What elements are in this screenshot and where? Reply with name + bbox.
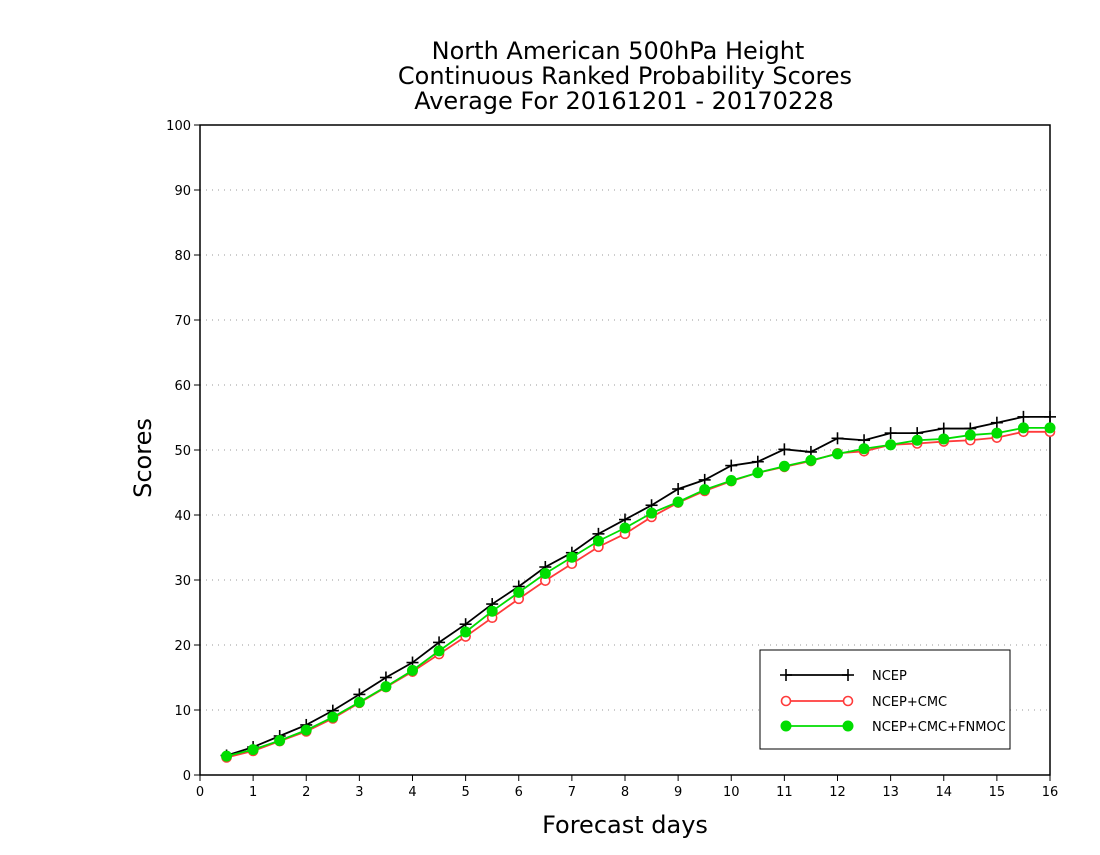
chart-title-line-3: Average For 20161201 - 20170228 xyxy=(414,87,834,115)
data-point-ncep-cmc-fnmoc xyxy=(964,429,976,441)
data-point-ncep-cmc-fnmoc xyxy=(353,696,365,708)
x-tick-label: 8 xyxy=(621,785,629,800)
x-tick-label: 0 xyxy=(196,785,204,800)
legend-marker xyxy=(842,720,854,732)
x-tick-label: 13 xyxy=(882,785,899,800)
data-point-ncep-cmc-fnmoc xyxy=(460,626,472,638)
data-point-ncep-cmc-fnmoc xyxy=(1017,422,1029,434)
data-point-ncep-cmc-fnmoc xyxy=(274,735,286,747)
data-point-ncep xyxy=(831,432,844,445)
legend-marker xyxy=(842,669,854,681)
data-point-ncep xyxy=(778,443,791,456)
legend-marker xyxy=(780,695,792,707)
data-point-ncep-cmc-fnmoc xyxy=(407,664,418,676)
data-point-ncep xyxy=(725,459,738,472)
y-axis-label: Scores xyxy=(129,418,157,498)
data-point-ncep-cmc-fnmoc xyxy=(1044,422,1056,434)
data-point-ncep-cmc-fnmoc xyxy=(380,681,392,693)
series-ncep-cmc-fnmoc xyxy=(221,422,1056,762)
x-tick-label: 2 xyxy=(302,785,310,800)
data-point-ncep-cmc-fnmoc xyxy=(832,448,843,460)
x-tick-label: 14 xyxy=(935,785,952,800)
data-point-ncep xyxy=(1044,410,1056,423)
series-layer xyxy=(220,410,1056,763)
x-tick-label: 6 xyxy=(515,785,523,800)
x-tick-label: 10 xyxy=(723,785,740,800)
legend-item-ncep-cmc: NCEP+CMC xyxy=(780,695,947,710)
data-point-ncep-cmc-fnmoc xyxy=(433,645,445,657)
y-tick-label: 30 xyxy=(174,574,191,589)
chart-title-line-2: Continuous Ranked Probability Scores xyxy=(398,62,852,90)
data-point-ncep-cmc-fnmoc xyxy=(885,439,897,451)
x-tick-label: 3 xyxy=(355,785,363,800)
legend-marker xyxy=(780,669,792,681)
chart-title-line-1: North American 500hPa Height xyxy=(432,37,805,65)
y-tick-label: 0 xyxy=(183,769,191,784)
legend-item-ncep-cmc-fnmoc: NCEP+CMC+FNMOC xyxy=(780,720,1006,735)
x-tick-label: 15 xyxy=(989,785,1006,800)
x-tick-label: 16 xyxy=(1042,785,1059,800)
data-point-ncep-cmc-fnmoc xyxy=(672,496,684,508)
data-point-ncep-cmc-fnmoc xyxy=(858,443,870,455)
x-axis-ticks: 0 1 2 3 4 5 6 7 8 9 10 11 12 13 14 15 16 xyxy=(196,775,1058,800)
data-point-ncep-cmc-fnmoc xyxy=(911,434,923,446)
data-point-ncep-cmc-fnmoc xyxy=(778,460,790,472)
legend-marker xyxy=(780,720,792,732)
chart-title: North American 500hPa Height Continuous … xyxy=(398,37,852,115)
data-point-ncep xyxy=(698,473,711,486)
data-point-ncep xyxy=(990,416,1003,429)
data-point-ncep-cmc-fnmoc xyxy=(566,551,578,563)
grid-lines xyxy=(200,189,1050,711)
data-point-ncep xyxy=(937,422,950,435)
y-tick-label: 80 xyxy=(174,249,191,264)
data-point-ncep xyxy=(884,427,897,440)
x-tick-label: 7 xyxy=(568,785,576,800)
legend-item-ncep: NCEP xyxy=(780,669,907,684)
data-point-ncep-cmc-fnmoc xyxy=(991,427,1003,439)
legend-label: NCEP+CMC xyxy=(872,695,947,710)
legend: NCEP NCEP+CMC NCEP+CMC+FNMOC xyxy=(759,649,1011,750)
y-tick-label: 90 xyxy=(174,184,191,199)
y-tick-label: 60 xyxy=(174,379,191,394)
data-point-ncep-cmc-fnmoc xyxy=(592,535,604,547)
x-tick-label: 12 xyxy=(829,785,846,800)
y-tick-label: 50 xyxy=(174,444,191,459)
y-tick-label: 40 xyxy=(174,509,191,524)
data-point-ncep-cmc-fnmoc xyxy=(513,586,525,598)
data-point-ncep-cmc-fnmoc xyxy=(752,467,764,479)
data-point-ncep-cmc-fnmoc xyxy=(619,522,631,534)
legend-label: NCEP xyxy=(872,669,907,684)
y-axis-ticks: 0 10 20 30 40 50 60 70 80 90 100 xyxy=(166,119,200,784)
data-point-ncep-cmc-fnmoc xyxy=(938,433,950,445)
data-point-ncep-cmc-fnmoc xyxy=(247,744,259,756)
legend-box xyxy=(759,649,1011,750)
x-tick-label: 1 xyxy=(249,785,257,800)
y-tick-label: 100 xyxy=(166,119,191,134)
y-tick-label: 70 xyxy=(174,314,191,329)
x-tick-label: 4 xyxy=(408,785,416,800)
data-point-ncep-cmc-fnmoc xyxy=(805,454,817,466)
data-point-ncep xyxy=(751,455,764,468)
data-point-ncep xyxy=(672,483,685,495)
legend-marker xyxy=(842,695,854,707)
data-point-ncep-cmc-fnmoc xyxy=(327,711,339,723)
y-tick-label: 10 xyxy=(174,704,191,719)
data-point-ncep xyxy=(1017,410,1030,423)
x-tick-label: 5 xyxy=(461,785,469,800)
x-tick-label: 9 xyxy=(674,785,682,800)
data-point-ncep-cmc-fnmoc xyxy=(699,484,711,496)
y-tick-label: 20 xyxy=(174,639,191,654)
x-tick-label: 11 xyxy=(776,785,793,800)
legend-label: NCEP+CMC+FNMOC xyxy=(872,720,1006,735)
x-axis-label: Forecast days xyxy=(542,811,708,839)
data-point-ncep-cmc-fnmoc xyxy=(646,507,658,519)
data-point-ncep-cmc-fnmoc xyxy=(725,475,737,487)
data-point-ncep-cmc-fnmoc xyxy=(486,605,498,617)
data-point-ncep-cmc-fnmoc xyxy=(300,724,312,736)
data-point-ncep-cmc-fnmoc xyxy=(539,568,551,579)
data-point-ncep-cmc-fnmoc xyxy=(221,750,233,762)
